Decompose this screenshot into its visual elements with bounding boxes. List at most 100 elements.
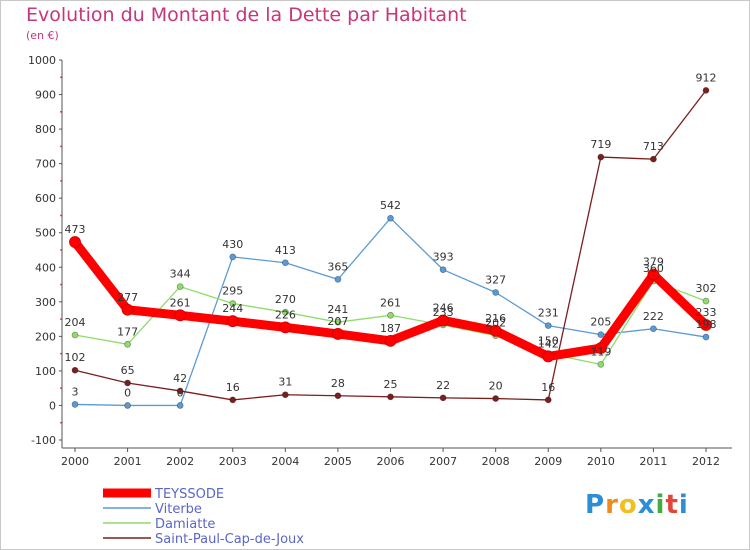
data-label: 16 [541,381,555,394]
data-label: 719 [590,138,611,151]
logo-letter: r [605,490,619,520]
data-label: 912 [696,71,717,84]
data-point [387,214,394,222]
data-label: 473 [65,223,86,236]
y-tick-label: 600 [35,192,56,205]
data-label: 393 [433,251,454,264]
data-label: 207 [327,315,348,328]
logo-letter: o [618,490,638,520]
data-label: 177 [117,325,138,338]
data-point [597,360,605,368]
y-tick-label: 0 [49,399,56,412]
y-tick-label: 900 [35,89,56,102]
data-point [650,155,657,163]
data-point [439,394,447,402]
data-label: 413 [275,244,296,257]
data-point [542,350,555,363]
data-point [702,297,710,305]
chart-unit: (en €) [26,29,59,42]
data-label: 246 [433,301,454,314]
data-point [544,322,552,330]
data-point [71,366,79,374]
data-label: 119 [590,345,611,358]
data-label: 16 [226,381,240,394]
data-point [650,325,657,333]
y-minor-dot [60,249,62,251]
x-tick-label: 2012 [692,455,720,468]
y-minor-dot [60,214,62,217]
legend-entry-0: TEYSSODE [154,487,224,502]
logo-letter: i [655,490,666,520]
data-point [176,402,184,409]
data-label: 25 [384,378,398,391]
x-tick-label: 2002 [166,455,194,468]
data-point [174,309,187,322]
data-label: 327 [485,273,506,286]
data-label: 302 [696,282,717,295]
data-label: 198 [696,318,717,331]
logo-letter: P [585,490,606,520]
x-tick-label: 2010 [587,455,615,468]
y-tick-label: 300 [35,296,56,309]
data-point [229,396,237,404]
data-label: 379 [643,256,664,269]
data-point [334,318,342,326]
data-point [69,236,81,248]
y-minor-dot [60,145,62,148]
data-point [279,321,292,334]
data-label: 233 [433,306,454,319]
data-point [124,340,131,348]
data-label: 65 [121,364,135,377]
series-line-saint-paul-cap-de-joux [74,89,707,401]
data-label: 244 [222,302,243,315]
x-tick-label: 2006 [377,455,405,468]
data-point [71,401,79,408]
data-label: 22 [436,379,450,392]
data-label: 231 [538,307,559,320]
data-point [384,334,397,347]
data-point [332,328,344,340]
data-label: 142 [538,337,559,350]
x-tick-label: 2011 [639,455,667,468]
data-point [489,324,502,337]
data-label: 216 [485,312,506,325]
y-minor-dot [60,283,62,286]
data-label: 222 [643,310,664,323]
y-tick-label: -100 [31,434,56,447]
data-label: 270 [275,293,296,306]
data-label: 542 [380,199,401,212]
x-tick-label: 2008 [482,455,510,468]
y-minor-dot [60,110,62,113]
data-label: 28 [331,377,345,390]
data-point [647,268,660,281]
data-point [226,315,239,328]
data-label: 226 [275,308,296,321]
data-point [437,314,449,327]
y-tick-label: 100 [35,365,56,378]
data-point [597,153,605,161]
x-tick-label: 2009 [534,455,562,468]
data-point [124,379,131,387]
data-point [334,275,342,283]
data-point [594,342,607,355]
x-tick-label: 2004 [271,455,299,468]
y-minor-dot [60,421,62,424]
proxiti-logo: Proxiti [585,490,689,520]
data-point [439,266,447,274]
legend-entry-1: Viterbe [155,502,202,517]
y-tick-label: 700 [35,158,56,171]
legend-entry-3: Saint-Paul-Cap-de-Joux [155,532,304,547]
data-label: 150 [538,335,559,348]
data-point [334,392,342,400]
data-label: 430 [222,238,243,251]
data-point [702,87,710,94]
data-label: 0 [177,386,184,399]
data-label: 205 [590,316,611,329]
data-label: 277 [117,291,138,304]
data-label: 20 [489,380,503,393]
data-point [176,283,184,291]
data-label: 202 [485,317,506,330]
data-label: 344 [170,268,191,281]
